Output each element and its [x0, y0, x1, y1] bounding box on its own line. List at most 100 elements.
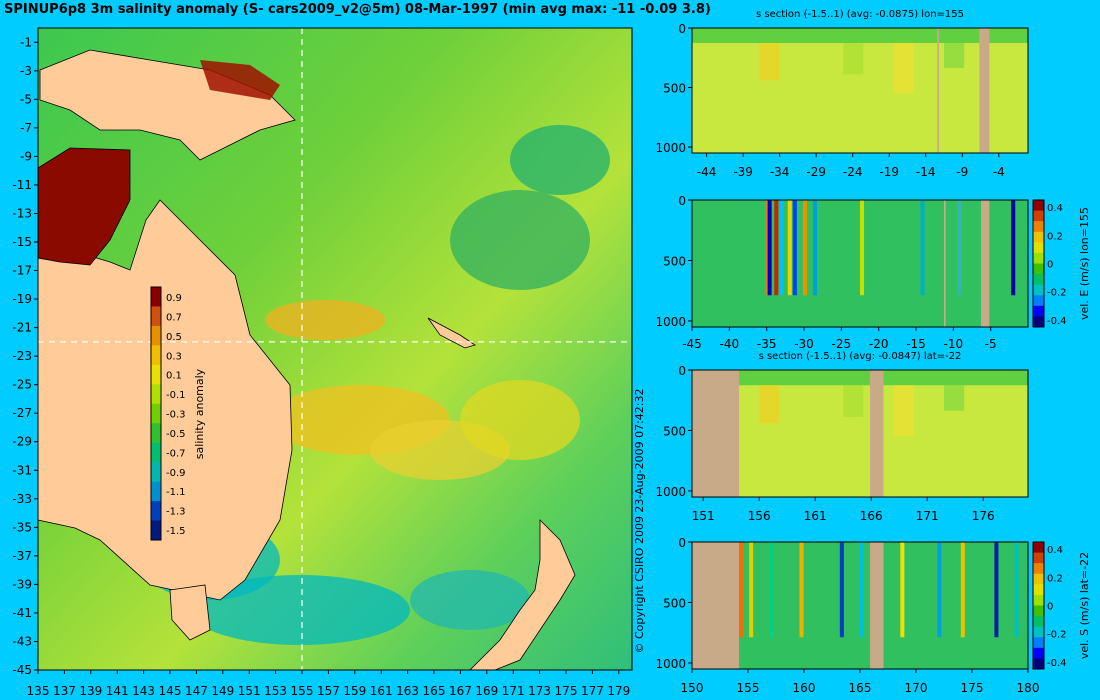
- section-u-lon-colorbar-segment: [1033, 210, 1044, 222]
- section-u-lon-x-tick-label: -35: [757, 337, 777, 351]
- map-y-tick-label: -3: [20, 64, 32, 78]
- north-australia-anomaly: [37, 147, 131, 266]
- section-v-lat-colorbar-segment: [1033, 616, 1044, 628]
- map-y-tick-label: -31: [12, 463, 32, 477]
- map-y-tick-label: -7: [20, 121, 32, 135]
- section-s-lat-frame: [691, 369, 1029, 498]
- map-colorbar-label: salinity anomaly: [193, 368, 206, 459]
- section-v-lat-colorbar-tick-label: 0: [1047, 602, 1053, 613]
- section-v-lat-colorbar-segment: [1033, 658, 1044, 670]
- section-v-lat-colorbar-segment: [1033, 637, 1044, 649]
- section-v-lat-colorbar-tick-label: -0.2: [1047, 630, 1067, 641]
- figure-title: SPINUP6p8 3m salinity anomaly (S- cars20…: [4, 2, 711, 17]
- map-colorbar-tick-label: -0.5: [166, 429, 186, 440]
- copyright-note: © Copyright CSIRO 2009 23-Aug-2009 07:42…: [633, 388, 646, 653]
- section-v-lat-land: [870, 542, 884, 669]
- map-colorbar-segment: [151, 384, 161, 405]
- map-x-tick-label: 163: [396, 684, 419, 698]
- map-y-tick-label: -1: [20, 35, 32, 49]
- map-x-tick-label: 179: [607, 684, 630, 698]
- section-v-lat-colorbar-segment: [1033, 563, 1044, 575]
- section-s-lon-y-tick-label: 500: [663, 82, 686, 96]
- section-u-lon-velocity-stripe: [860, 200, 865, 296]
- section-v-lat-colorbar-tick-label: 0.2: [1047, 573, 1063, 584]
- section-u-lon-colorbar-segment: [1033, 221, 1044, 233]
- section-s-lon-x-tick-label: -24: [843, 165, 863, 179]
- map-x-tick-label: 143: [132, 684, 155, 698]
- map-y-tick-label: -23: [12, 349, 32, 363]
- section-u-lon-frame: [691, 199, 1029, 328]
- map-colorbar-segment: [151, 325, 161, 346]
- map-y-tick-label: -35: [12, 520, 32, 534]
- section-u-lon-colorbar-tick-label: 0.4: [1047, 203, 1063, 214]
- section-s-lon-x-tick-label: -39: [733, 165, 753, 179]
- section-v-lat-land: [692, 542, 740, 669]
- map-colorbar-tick-label: -0.7: [166, 448, 186, 459]
- map-y-tick-label: -13: [12, 206, 32, 220]
- section-v-lat-colorbar-segment: [1033, 573, 1044, 585]
- section-u-lon-x-tick-label: -5: [985, 337, 997, 351]
- section-u-lon-y-tick-label: 0: [678, 194, 686, 208]
- map-colorbar-tick-label: 0.9: [166, 293, 182, 304]
- section-u-lon-x-tick-label: -20: [869, 337, 889, 351]
- map-x-tick-label: 139: [79, 684, 102, 698]
- section-u-lon-velocity-stripe: [779, 200, 784, 296]
- section-u-lon-velocity-stripe: [957, 200, 962, 296]
- section-v-lat-colorbar-tick-label: 0.4: [1047, 545, 1063, 556]
- section-v-lat-velocity-stripe: [799, 542, 804, 638]
- map-x-tick-label: 155: [291, 684, 314, 698]
- map-colorbar-segment: [151, 287, 161, 307]
- map-frame: [37, 27, 633, 671]
- section-s-lat-x-tick-label: 166: [860, 509, 883, 523]
- section-v-lat-x-tick-label: 170: [905, 681, 928, 695]
- map-colorbar-segment: [151, 462, 161, 483]
- map-y-tick-label: -29: [12, 435, 32, 449]
- map-x-tick-label: 147: [185, 684, 208, 698]
- map-x-tick-label: 171: [502, 684, 525, 698]
- section-u-lon-colorbar-segment: [1033, 200, 1044, 212]
- section-v-lat-colorbar-segment: [1033, 647, 1044, 659]
- map-x-tick-label: 159: [343, 684, 366, 698]
- section-s-lat-surface-band: [692, 370, 1028, 386]
- section-u-lon-colorbar-segment: [1033, 316, 1044, 328]
- section-v-lat-velocity-stripe: [839, 542, 844, 638]
- map-colorbar-segment: [151, 403, 161, 424]
- map-y-tick-label: -17: [12, 264, 32, 278]
- map-y-tick-label: -41: [12, 606, 32, 620]
- map-colorbar-tick-label: -0.3: [166, 410, 186, 421]
- map-colorbar-segment: [151, 364, 161, 385]
- section-v-lat-y-tick-label: 1000: [655, 657, 686, 671]
- map-x-tick-label: 151: [238, 684, 261, 698]
- section-v-lat-velocity-stripe: [960, 542, 965, 638]
- map-colorbar-segment: [151, 501, 161, 522]
- tasmania-land: [169, 584, 211, 641]
- section-u-lon-x-tick-label: -40: [720, 337, 740, 351]
- new-guinea-anomaly: [200, 60, 280, 100]
- section-v-lat-colorbar-tick-label: -0.4: [1047, 658, 1067, 669]
- section-v-lat-velocity-stripe: [739, 542, 744, 638]
- section-v-lat-x-tick-label: 160: [793, 681, 816, 695]
- map-x-tick-label: 135: [27, 684, 50, 698]
- map-colorbar-tick-label: -0.9: [166, 468, 186, 479]
- section-v-lat-x-tick-label: 180: [1017, 681, 1040, 695]
- section-s-lon-x-tick-label: -29: [806, 165, 826, 179]
- map-colorbar-tick-label: -1.1: [166, 487, 186, 498]
- new-caledonia-land: [427, 317, 476, 349]
- section-v-lat-x-tick-label: 175: [961, 681, 984, 695]
- section-s-lon-anomaly: [893, 43, 914, 93]
- map-colorbar-segment: [151, 481, 161, 502]
- section-u-lon-y-tick-label: 1000: [655, 315, 686, 329]
- section-u-lon-land: [944, 200, 946, 327]
- map-y-tick-label: -27: [12, 406, 32, 420]
- section-u-lon-y-tick-label: 500: [663, 254, 686, 268]
- new-guinea-land: [39, 49, 296, 161]
- section-u-lon-colorbar-label: vel. E (m/s) lon=155: [1078, 207, 1091, 320]
- map-y-tick-label: -9: [20, 149, 32, 163]
- map-x-tick-label: 169: [475, 684, 498, 698]
- section-s-lon-x-tick-label: -14: [916, 165, 936, 179]
- map-x-tick-label: 173: [528, 684, 551, 698]
- section-v-lat-colorbar-segment: [1033, 542, 1044, 554]
- section-v-lat-velocity-stripe: [994, 542, 999, 638]
- section-v-lat-colorbar-frame: [1032, 541, 1045, 670]
